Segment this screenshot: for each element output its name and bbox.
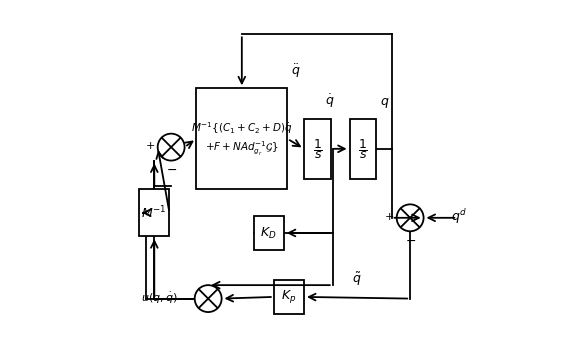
Text: $-$: $-$ (405, 234, 416, 247)
Circle shape (397, 204, 423, 231)
Text: $u(q,\dot{q})$: $u(q,\dot{q})$ (141, 290, 178, 306)
Text: $K_D$: $K_D$ (260, 225, 277, 241)
Text: $-$: $-$ (181, 291, 192, 305)
Text: $M^{-1}\{(C_1+C_2+D)\dot{q}$
$+F+NAd_{g_r}^{-1}\mathcal{G}\}$: $M^{-1}\{(C_1+C_2+D)\dot{q}$ $+F+NAd_{g_… (191, 121, 293, 157)
Bar (304, 119, 331, 179)
Text: $\tilde{q}$: $\tilde{q}$ (352, 271, 362, 289)
Text: $q^d$: $q^d$ (450, 207, 467, 225)
Text: $-$: $-$ (166, 163, 178, 176)
Bar (139, 189, 169, 236)
Text: $\dot{q}$: $\dot{q}$ (325, 93, 334, 110)
Text: $\dfrac{1}{s}$: $\dfrac{1}{s}$ (358, 137, 368, 161)
Text: $\ddot{q}$: $\ddot{q}$ (291, 62, 300, 80)
Text: $\dfrac{1}{s}$: $\dfrac{1}{s}$ (313, 137, 323, 161)
Bar (196, 88, 288, 189)
Bar (253, 216, 284, 250)
Circle shape (158, 134, 185, 161)
Text: $+$: $+$ (384, 211, 394, 222)
Bar (274, 280, 304, 314)
Text: $M^{-1}$: $M^{-1}$ (142, 204, 167, 221)
Circle shape (195, 285, 222, 312)
Text: $+$: $+$ (145, 140, 155, 151)
Text: $q$: $q$ (380, 96, 390, 110)
Bar (349, 119, 376, 179)
Text: $K_p$: $K_p$ (281, 288, 296, 306)
